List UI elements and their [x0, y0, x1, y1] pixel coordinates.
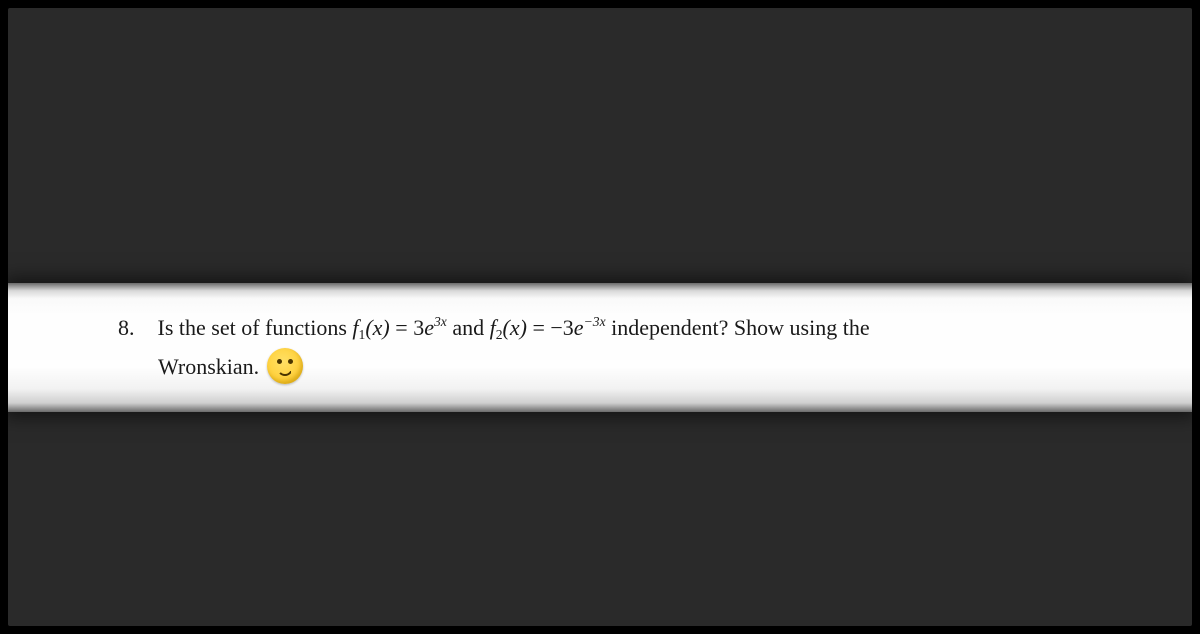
f1-coef: 3: [413, 315, 424, 340]
f2-eq: =: [527, 315, 550, 340]
smiling-face-icon: [267, 348, 303, 384]
question-line-1: 8. Is the set of functions f1(x) = 3e3x …: [8, 309, 1192, 346]
f1-eq: =: [390, 315, 413, 340]
question-line-2: Wronskian.: [8, 348, 1192, 384]
question-number: 8.: [118, 309, 152, 346]
paper-strip: 8. Is the set of functions f1(x) = 3e3x …: [8, 283, 1192, 412]
line2-text: Wronskian.: [158, 349, 259, 384]
f1-base: e: [424, 315, 434, 340]
emoji-eye-left: [277, 359, 282, 364]
text-connector: and: [452, 315, 489, 340]
math-f1: f1(x) = 3e3x: [352, 315, 452, 340]
f2-base: e: [574, 315, 584, 340]
f1-arg: (x): [365, 315, 389, 340]
f2-exp: −3x: [584, 314, 606, 329]
f2-sub: 2: [496, 327, 503, 342]
emoji-mouth: [277, 367, 293, 376]
emoji-eye-right: [288, 359, 293, 364]
text-prefix: Is the set of functions: [158, 315, 353, 340]
f2-arg: (x): [503, 315, 527, 340]
text-suffix: independent? Show using the: [611, 315, 869, 340]
f1-exp: 3x: [434, 314, 447, 329]
math-f2: f2(x) = −3e−3x: [490, 315, 612, 340]
f2-coef: −3: [550, 315, 573, 340]
dark-frame: 8. Is the set of functions f1(x) = 3e3x …: [8, 8, 1192, 626]
